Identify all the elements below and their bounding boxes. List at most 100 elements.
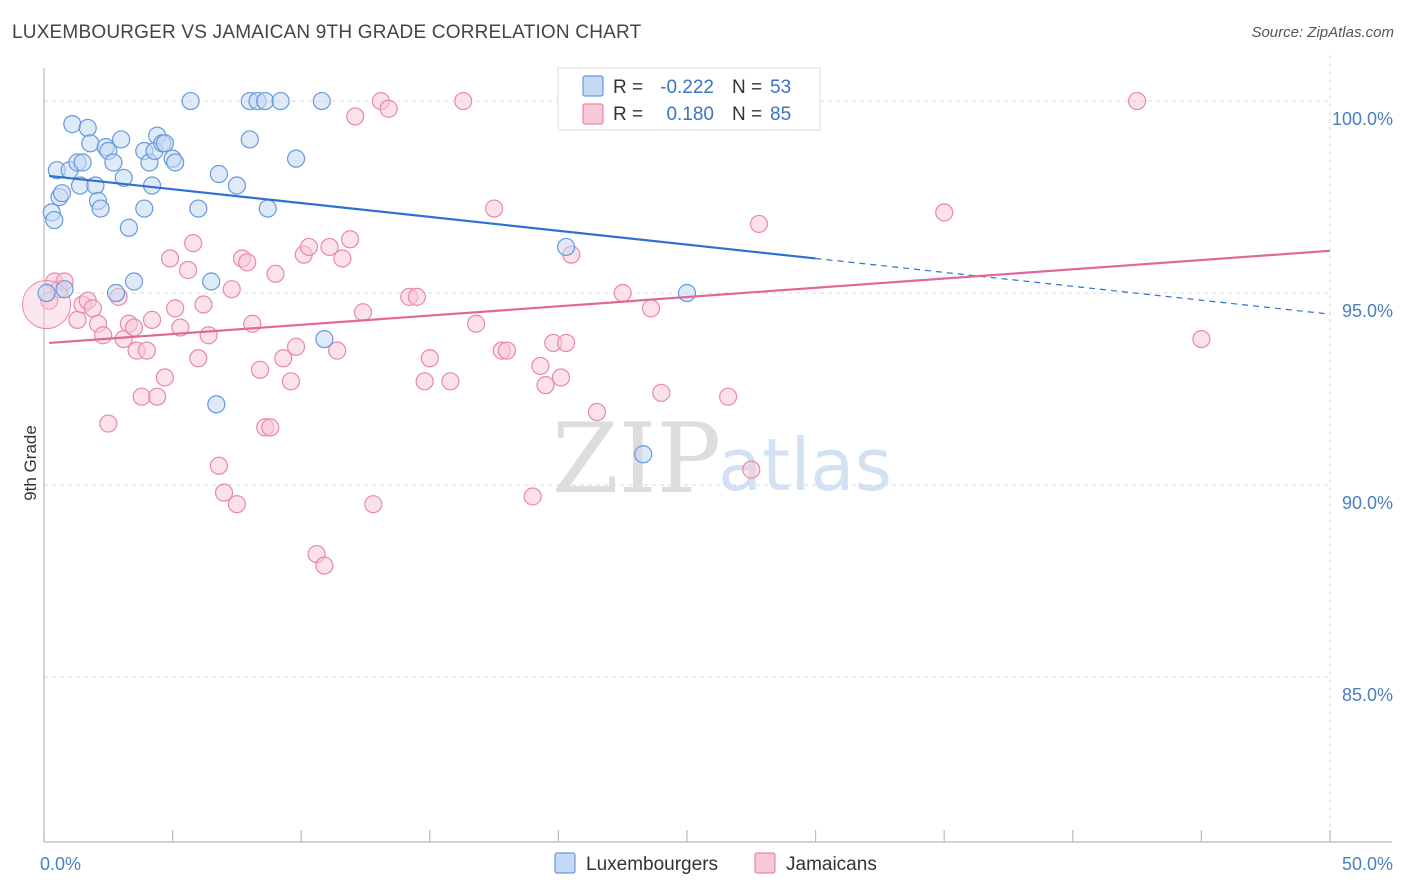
luxembourgers-point-34	[166, 153, 185, 172]
stats-n-label-pink: N =	[732, 104, 762, 125]
series-legend-swatch-jamaicans	[754, 852, 776, 874]
jamaicans-point-31	[222, 280, 241, 299]
jamaicans-point-67	[531, 356, 550, 376]
jamaicans-point-38	[261, 418, 280, 437]
stats-legend: R = -0.222 N = 53 R = 0.180 N = 85	[557, 67, 821, 131]
jamaicans-point-81	[935, 203, 954, 222]
luxembourgers-point-13	[81, 134, 100, 153]
stats-n-label-blue: N =	[732, 77, 762, 98]
jamaicans-point-82	[1127, 91, 1147, 111]
series-legend-swatch-luxembourgers	[554, 852, 576, 874]
jamaicans-point-27	[194, 295, 213, 314]
jamaicans-point-51	[346, 107, 365, 126]
axes	[43, 68, 1392, 843]
y-tick-label-2: 90.0%	[1342, 493, 1393, 513]
jamaicans-point-9	[94, 326, 113, 345]
luxembourgers-point-45	[258, 199, 277, 218]
x-tick-label-1: 50.0%	[1342, 854, 1393, 874]
jamaicans-point-73	[587, 402, 607, 422]
luxembourgers-point-12	[78, 118, 97, 138]
jamaicans-point-57	[407, 287, 427, 306]
y-axis-title: 9th Grade	[21, 425, 40, 501]
luxembourgers-point-37	[202, 272, 221, 291]
luxembourgers-point-32	[155, 134, 174, 153]
jamaicans-point-16	[132, 387, 151, 406]
jamaicans-point-23	[171, 318, 190, 337]
luxembourgers-point-42	[240, 130, 259, 149]
y-tick-labels: 100.0% 95.0% 90.0% 85.0%	[1332, 109, 1393, 705]
luxembourgers-point-35	[181, 91, 200, 111]
jamaicans-point-25	[184, 234, 203, 253]
trend-lines	[49, 174, 1331, 345]
jamaicans-point-65	[497, 341, 517, 360]
luxembourgers-point-52	[677, 283, 697, 303]
series-legend: Luxembourgers Jamaicans	[554, 852, 877, 875]
jamaicans-point-18	[142, 310, 162, 329]
jamaicans-point-61	[454, 91, 473, 111]
luxembourgers-point-50	[557, 237, 576, 257]
source-credit: Source: ZipAtlas.com	[1251, 24, 1394, 41]
luxembourgers-point-16	[91, 199, 110, 218]
luxembourgers-point-47	[286, 149, 306, 168]
jamaicans-point-80	[749, 214, 769, 234]
series-legend-label-luxembourgers: Luxembourgers	[586, 854, 718, 875]
jamaicans-point-48	[328, 341, 347, 360]
jamaicans-point-53	[364, 495, 383, 514]
jamaicans-point-63	[485, 199, 504, 218]
luxembourgers-point-48	[312, 91, 331, 111]
luxembourgers-point-5	[52, 184, 72, 203]
jamaicans-trend-line	[49, 249, 1331, 345]
jamaicans-point-83	[1192, 329, 1211, 349]
jamaicans-point-60	[441, 372, 460, 391]
series-legend-label-jamaicans: Jamaicans	[786, 854, 877, 875]
jamaicans-point-40	[274, 349, 293, 368]
stats-legend-swatch-blue	[582, 75, 604, 97]
jamaicans-point-66	[523, 487, 542, 506]
stats-r-value-pink: 0.180	[666, 104, 714, 125]
jamaicans-point-42	[286, 337, 306, 356]
stats-n-value-pink: 85	[770, 104, 791, 125]
luxembourgers-point-38	[207, 395, 226, 414]
jamaicans-point-10	[99, 414, 118, 433]
jamaicans-point-19	[148, 387, 167, 406]
jamaicans-point-28	[199, 326, 218, 345]
luxembourgers-point-26	[135, 199, 154, 218]
jamaicans-point-4	[68, 310, 87, 329]
jamaicans-point-55	[379, 99, 398, 118]
luxembourgers-point-2	[45, 210, 64, 230]
luxembourgers-point-6	[55, 280, 74, 299]
luxembourgers-points	[37, 91, 697, 464]
jamaicans-point-62	[466, 314, 486, 333]
luxembourgers-point-49	[315, 329, 334, 349]
jamaicans-point-14	[124, 318, 144, 337]
jamaicans-point-21	[160, 249, 180, 268]
luxembourgers-point-44	[256, 91, 275, 111]
luxembourgers-trend-line	[49, 174, 816, 260]
watermark: ZIP atlas	[552, 403, 892, 515]
jamaicans-point-29	[209, 456, 228, 475]
stats-r-value-blue: -0.222	[660, 77, 714, 98]
luxembourgers-point-20	[106, 283, 126, 303]
jamaicans-point-52	[353, 303, 373, 322]
jamaicans-point-79	[742, 460, 761, 479]
jamaicans-point-71	[557, 333, 576, 353]
luxembourgers-trend-extension	[815, 257, 1331, 315]
jamaicans-point-44	[299, 237, 319, 257]
jamaicans-point-32	[227, 495, 246, 514]
jamaicans-point-74	[613, 283, 632, 303]
jamaicans-point-17	[137, 341, 156, 360]
jamaicans-point-41	[281, 372, 301, 391]
luxembourgers-point-36	[189, 199, 208, 218]
stats-r-label-blue: R =	[613, 77, 643, 98]
jamaicans-point-47	[320, 237, 339, 257]
jamaicans-point-68	[536, 376, 555, 395]
luxembourgers-point-23	[119, 218, 138, 237]
luxembourgers-point-8	[63, 115, 82, 134]
jamaicans-point-26	[189, 349, 208, 368]
stats-legend-swatch-pink	[582, 103, 604, 125]
jamaicans-point-36	[250, 360, 270, 379]
jamaicans-point-77	[719, 387, 738, 406]
jamaicans-point-46	[315, 556, 334, 575]
luxembourgers-point-19	[104, 153, 123, 172]
